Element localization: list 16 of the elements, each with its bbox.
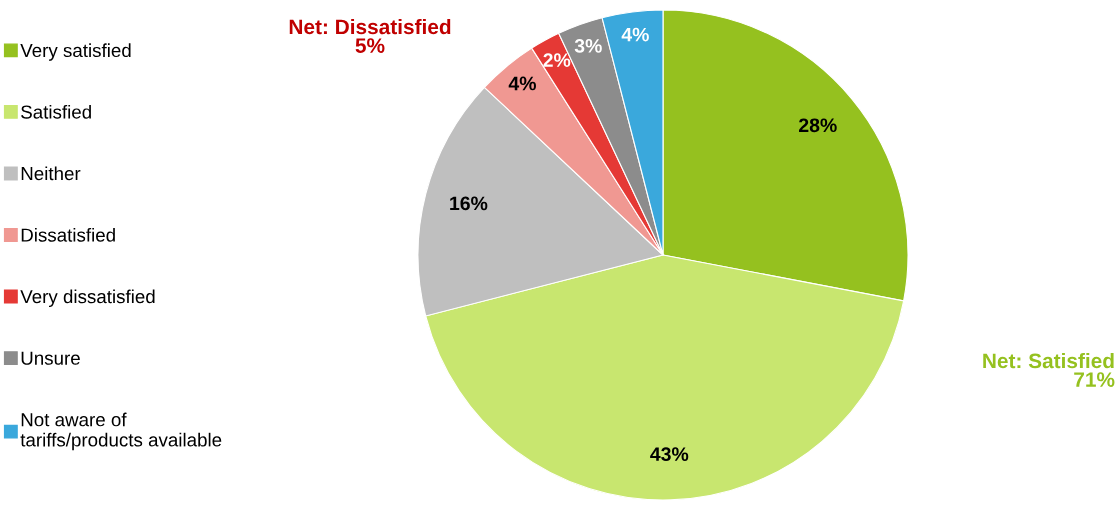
legend-label: Neither bbox=[21, 166, 81, 181]
legend-label: Unsure bbox=[21, 351, 80, 365]
data-label: 28% bbox=[799, 118, 837, 133]
data-label: 4% bbox=[508, 76, 536, 91]
data-label: 4% bbox=[621, 27, 649, 42]
legend-label: Very satisfied bbox=[20, 43, 131, 61]
legend-label: Dissatisfied bbox=[21, 227, 115, 242]
legend-label: Not aware of tariffs/products available bbox=[20, 412, 222, 451]
data-label: 3% bbox=[574, 38, 602, 53]
data-label: 43% bbox=[650, 447, 689, 462]
legend-label: Satisfied bbox=[21, 104, 91, 119]
text: Net: Satisfied 71% bbox=[983, 352, 1115, 387]
data-label: 2% bbox=[543, 53, 571, 67]
legend-label: Very dissatisfied bbox=[20, 289, 155, 307]
text: Net: Dissatisfied 5% bbox=[289, 18, 451, 53]
data-label: 16% bbox=[450, 196, 488, 211]
